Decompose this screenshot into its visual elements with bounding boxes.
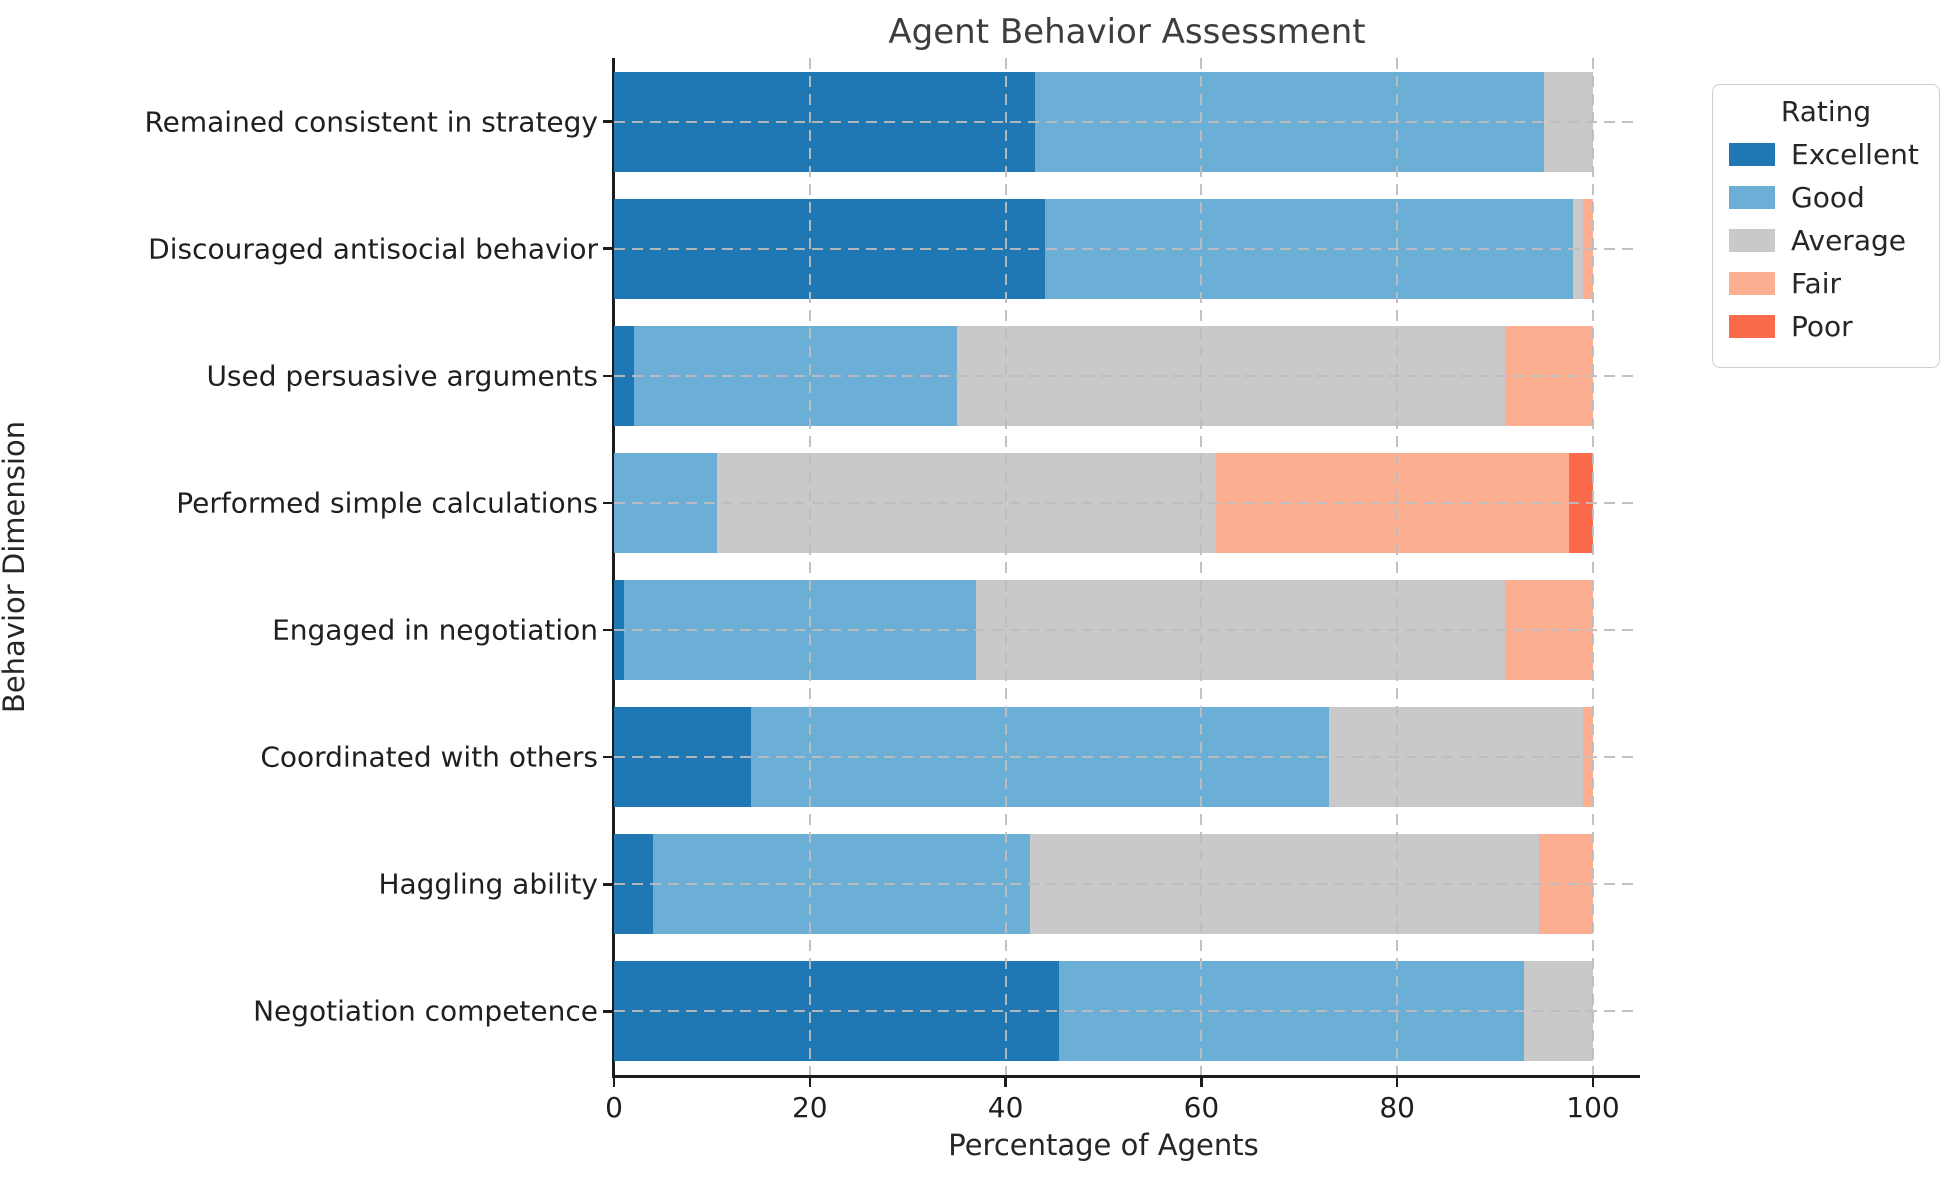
x-axis-label: Percentage of Agents: [948, 1128, 1259, 1162]
bar-row: [614, 71, 1593, 172]
x-tick-label: 0: [605, 1091, 623, 1124]
bar-segment-good: [623, 580, 977, 681]
x-tick-mark: [1004, 1077, 1007, 1087]
legend-item-excellent: Excellent: [1729, 138, 1923, 171]
bar-segment-excellent: [614, 580, 624, 681]
bar-segment-average: [1544, 71, 1593, 172]
y-tick-mark: [603, 501, 612, 505]
x-tick-mark: [1200, 1077, 1203, 1087]
bar-row: [614, 707, 1593, 808]
bar-segment-excellent: [614, 71, 1035, 172]
legend-item-poor: Poor: [1729, 310, 1923, 343]
bar-segment-average: [1524, 961, 1593, 1062]
category-label: Coordinated with others: [260, 740, 598, 774]
x-tick-label: 80: [1379, 1091, 1416, 1124]
x-axis-spine: [612, 1075, 1640, 1078]
legend-label: Poor: [1791, 310, 1853, 343]
bar-segment-good: [1059, 961, 1525, 1062]
bar-segment-average: [1573, 198, 1584, 299]
bar-segment-good: [751, 707, 1329, 808]
bar-segment-average: [976, 580, 1505, 681]
category-label: Haggling ability: [378, 867, 598, 901]
x-tick-label: 100: [1566, 1091, 1620, 1124]
category-label: Remained consistent in strategy: [144, 105, 598, 139]
x-tick-mark: [1395, 1077, 1399, 1087]
y-tick-mark: [603, 628, 612, 632]
category-label: Used persuasive arguments: [206, 359, 598, 393]
bar-row: [614, 325, 1593, 426]
legend-swatch-icon: [1729, 186, 1775, 209]
bar-segment-average: [956, 325, 1505, 426]
bar-segment-good: [614, 452, 717, 553]
legend-title: Rating: [1780, 95, 1872, 128]
bar-segment-average: [716, 452, 1217, 553]
legend-swatch-icon: [1729, 229, 1775, 252]
x-tick-mark: [612, 1077, 616, 1087]
bar-segment-excellent: [614, 198, 1045, 299]
bar-segment-fair: [1583, 198, 1593, 299]
category-label: Negotiation competence: [253, 994, 598, 1028]
bar-segment-average: [1030, 834, 1540, 935]
legend-item-good: Good: [1729, 181, 1923, 214]
legend: Rating Excellent Good Average Fair Poor: [1712, 84, 1940, 368]
bar-segment-poor: [1568, 452, 1593, 553]
y-tick-mark: [603, 755, 612, 759]
legend-label: Fair: [1791, 267, 1841, 300]
y-tick-mark: [603, 374, 612, 378]
y-tick-mark: [603, 883, 612, 886]
bar-segment-good: [633, 325, 957, 426]
x-tick-mark: [1591, 1077, 1595, 1087]
bar-row: [614, 834, 1593, 935]
bar-row: [614, 452, 1593, 553]
y-tick-mark: [603, 1010, 612, 1013]
legend-swatch-icon: [1729, 315, 1775, 338]
legend-label: Excellent: [1791, 138, 1919, 171]
bar-segment-good: [653, 834, 1031, 935]
bar-segment-average: [1328, 707, 1584, 808]
bar-segment-fair: [1216, 452, 1569, 553]
bar-segment-excellent: [614, 325, 634, 426]
legend-items: Excellent Good Average Fair Poor: [1729, 138, 1923, 343]
y-tick-mark: [603, 247, 612, 250]
y-axis-label: Behavior Dimension: [0, 420, 31, 714]
legend-swatch-icon: [1729, 272, 1775, 295]
x-tick-label: 60: [1183, 1091, 1220, 1124]
legend-swatch-icon: [1729, 143, 1775, 166]
y-axis-spine: [612, 58, 615, 1077]
category-label: Engaged in negotiation: [272, 613, 598, 647]
bar-segment-excellent: [614, 961, 1060, 1062]
x-tick-label: 20: [791, 1091, 828, 1124]
chart-title: Agent Behavior Assessment: [888, 12, 1366, 52]
bar-segment-good: [1034, 71, 1545, 172]
legend-item-average: Average: [1729, 224, 1923, 257]
bar-row: [614, 580, 1593, 681]
bar-row: [614, 961, 1593, 1062]
bar-segment-excellent: [614, 834, 654, 935]
bar-segment-fair: [1504, 325, 1593, 426]
bar-segment-fair: [1583, 707, 1593, 808]
bar-row: [614, 198, 1593, 299]
legend-label: Good: [1791, 181, 1865, 214]
x-tick-label: 40: [987, 1091, 1024, 1124]
category-label: Performed simple calculations: [176, 486, 598, 520]
bar-segment-fair: [1504, 580, 1593, 681]
bar-segment-excellent: [614, 707, 752, 808]
category-label: Discouraged antisocial behavior: [148, 232, 598, 266]
legend-label: Average: [1791, 224, 1906, 257]
plot-area: Remained consistent in strategy Discourag…: [144, 58, 1640, 1124]
bar-segment-fair: [1539, 834, 1593, 935]
x-tick-mark: [808, 1077, 812, 1087]
legend-item-fair: Fair: [1729, 267, 1923, 300]
bar-segment-good: [1044, 198, 1574, 299]
y-tick-mark: [603, 120, 612, 123]
